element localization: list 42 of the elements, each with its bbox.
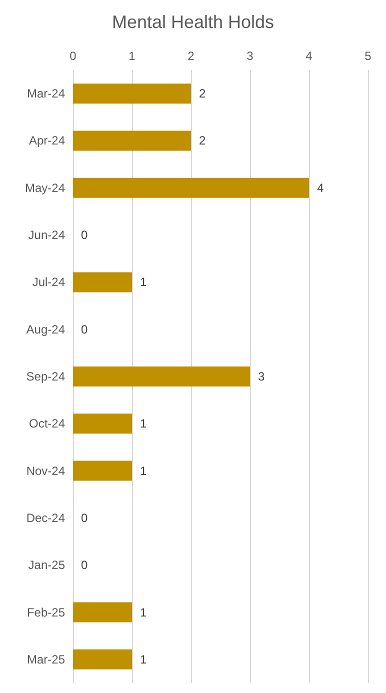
x-tick-label: 4 xyxy=(306,49,313,63)
y-tick-label: Oct-24 xyxy=(28,416,66,431)
data-label: 0 xyxy=(81,228,88,242)
data-label: 1 xyxy=(140,416,147,431)
data-label: 1 xyxy=(140,464,147,478)
y-tick-label: Jul-24 xyxy=(32,275,66,290)
y-tick-label: Feb-25 xyxy=(26,605,66,620)
x-tick-label: 3 xyxy=(246,49,254,63)
bar xyxy=(73,178,309,198)
y-tick-label: Nov-24 xyxy=(26,464,66,478)
x-tick-label: 0 xyxy=(70,49,77,63)
bar xyxy=(73,602,132,622)
x-tick-label: 2 xyxy=(188,49,195,63)
x-tick-label: 1 xyxy=(128,49,136,63)
y-tick-label: Mar-25 xyxy=(26,652,66,666)
y-tick-label: Jan-25 xyxy=(28,558,66,572)
data-label: 2 xyxy=(199,86,206,101)
data-label: 0 xyxy=(81,322,88,336)
data-label: 4 xyxy=(317,180,324,195)
bar xyxy=(73,130,191,151)
bar xyxy=(73,272,132,292)
data-label: 0 xyxy=(81,510,88,525)
bar xyxy=(73,414,132,434)
y-tick-label: Apr-24 xyxy=(28,134,66,148)
bar xyxy=(73,649,132,670)
data-label: 0 xyxy=(81,558,88,572)
bar xyxy=(73,366,250,386)
y-tick-label: Dec-24 xyxy=(26,510,66,525)
data-label: 3 xyxy=(258,370,265,384)
chart-title: Mental Health Holds xyxy=(112,12,274,32)
data-label: 1 xyxy=(140,605,147,620)
bar xyxy=(73,84,191,104)
y-tick-label: May-24 xyxy=(24,180,66,195)
bar xyxy=(73,460,132,481)
y-tick-label: Jun-24 xyxy=(28,228,66,242)
x-tick-label: 5 xyxy=(364,49,372,63)
y-tick-label: Aug-24 xyxy=(26,322,66,336)
data-label: 2 xyxy=(199,134,206,148)
y-tick-label: Mar-24 xyxy=(26,86,66,101)
data-label: 1 xyxy=(140,275,147,290)
data-label: 1 xyxy=(140,652,147,666)
y-tick-label: Sep-24 xyxy=(26,370,66,384)
